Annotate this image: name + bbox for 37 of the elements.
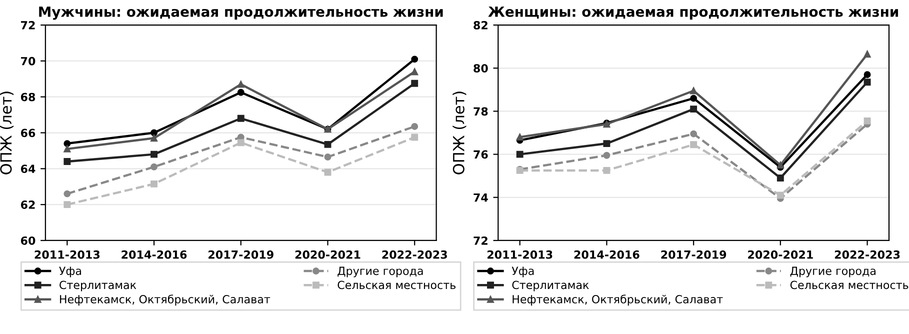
y-tick-label: 80 <box>474 64 488 73</box>
y-tick-label: 66 <box>20 128 36 138</box>
legend-label: Нефтекамск, Октябрьский, Салават <box>512 294 723 306</box>
y-axis-title: ОПЖ (лет) <box>452 92 466 174</box>
y-tick-label: 72 <box>21 21 35 30</box>
legend-label: Стерлитамак <box>512 280 589 292</box>
legend-label: Нефтекамск, Октябрьский, Салават <box>60 294 270 306</box>
x-tick-label: 2011-2013 <box>487 250 552 259</box>
x-tick-label: 2022-2023 <box>382 250 447 259</box>
legend-label: Сельская местность <box>338 280 456 290</box>
y-tick-label: 68 <box>20 92 36 102</box>
x-tick-label: 2014-2016 <box>122 250 187 259</box>
y-tick-label: 70 <box>21 56 36 66</box>
legend-label: Другие города <box>338 266 423 278</box>
x-tick-label: 2020-2021 <box>748 250 813 259</box>
x-tick-label: 2017-2019 <box>661 250 726 259</box>
y-tick-label: 78 <box>474 107 488 116</box>
x-tick-label: 2014-2016 <box>574 250 640 259</box>
legend-label: Стерлитамак <box>60 280 136 292</box>
y-axis-title: ОПЖ (лет) <box>0 92 14 174</box>
y-tick-label: 82 <box>474 21 488 30</box>
legend-label: Уфа <box>512 266 534 278</box>
x-tick-label: 2017-2019 <box>208 250 274 259</box>
legend-label: Другие города <box>790 266 876 278</box>
y-tick-label: 64 <box>20 164 36 174</box>
y-tick-label: 60 <box>20 236 36 245</box>
y-tick-label: 72 <box>474 236 488 245</box>
y-tick-label: 74 <box>474 194 488 202</box>
y-tick-label: 62 <box>20 200 35 209</box>
chart-title: Женщины: ожидаемая продолжительность жизни <box>488 6 898 20</box>
x-tick-label: 2011-2013 <box>34 250 100 259</box>
legend-label: Уфа <box>59 266 81 278</box>
x-tick-label: 2022-2023 <box>834 250 900 259</box>
x-tick-label: 2020-2021 <box>295 250 360 259</box>
chart-title: Мужчины: ожидаемая продолжительность жизни <box>39 6 443 20</box>
legend-label: Сельская местность <box>790 280 908 290</box>
y-tick-label: 76 <box>474 150 488 159</box>
